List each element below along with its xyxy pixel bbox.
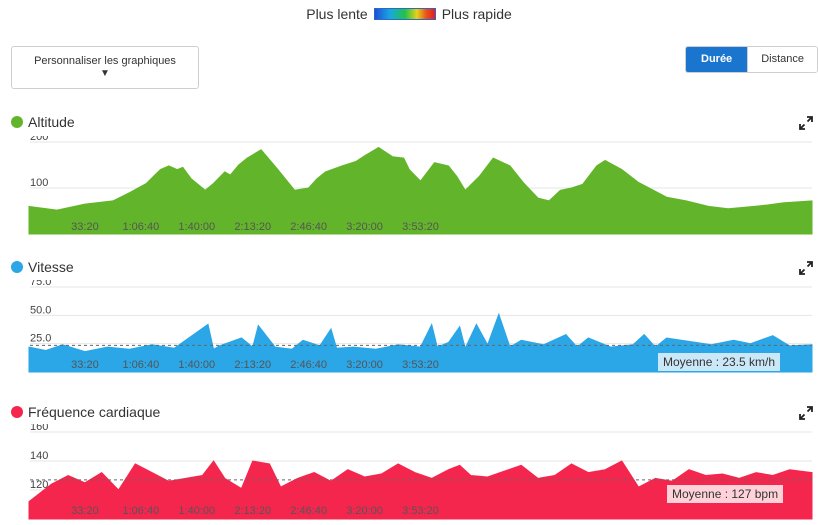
speed-color-legend: Plus lente Plus rapide [0, 4, 818, 24]
x-tick-label: 1:40:00 [178, 221, 215, 233]
speed-chart: 0.025.050.075.033:201:06:401:40:002:13:2… [0, 280, 818, 376]
altitude-dot [11, 116, 23, 128]
x-tick-label: 3:53:20 [402, 505, 439, 517]
x-tick-label: 2:46:40 [290, 221, 327, 233]
speed-average-label: Moyenne : 23.5 km/h [658, 353, 781, 371]
speed-chart-svg: 0.025.050.075.033:201:06:401:40:002:13:2… [28, 280, 813, 373]
x-tick-label: 3:20:00 [346, 359, 383, 371]
fast-label: Plus rapide [441, 6, 512, 22]
y-tick-label: 200 [30, 136, 48, 143]
heart-rate-dot [11, 406, 23, 418]
expand-icon[interactable] [799, 116, 813, 130]
heart-rate-chart-svg: 10012014016033:201:06:401:40:002:13:202:… [28, 424, 813, 520]
y-tick-label: 25.0 [30, 333, 51, 345]
expand-icon[interactable] [799, 261, 813, 275]
x-tick-label: 2:13:20 [234, 505, 271, 517]
speed-title: Vitesse [11, 259, 74, 275]
expand-icon[interactable] [799, 406, 813, 420]
x-tick-label: 3:53:20 [402, 221, 439, 233]
y-tick-label: 50.0 [30, 304, 51, 316]
chevron-down-icon: ▼ [100, 68, 110, 79]
speed-dot [11, 261, 23, 273]
series-area [28, 146, 813, 235]
heart-rate-chart: 10012014016033:201:06:401:40:002:13:202:… [0, 424, 818, 525]
x-tick-label: 1:40:00 [178, 505, 215, 517]
heart-rate-average-label: Moyenne : 127 bpm [667, 485, 784, 503]
x-tick-label: 33:20 [71, 505, 99, 517]
x-tick-label: 1:06:40 [123, 221, 160, 233]
x-tick-label: 2:46:40 [290, 505, 327, 517]
x-tick-label: 33:20 [71, 221, 99, 233]
series-area [28, 460, 813, 520]
y-tick-label: 140 [30, 450, 48, 462]
altitude-title-label: Altitude [28, 114, 75, 130]
speed-title-label: Vitesse [28, 259, 74, 275]
y-tick-label: 160 [30, 424, 48, 433]
altitude-title: Altitude [11, 114, 75, 130]
heart-rate-title-label: Fréquence cardiaque [28, 404, 161, 420]
x-tick-label: 3:53:20 [402, 359, 439, 371]
x-tick-label: 3:20:00 [346, 221, 383, 233]
heart-rate-title: Fréquence cardiaque [11, 404, 160, 420]
x-tick-label: 1:40:00 [178, 359, 215, 371]
slow-label: Plus lente [306, 6, 368, 22]
altitude-chart: 010020033:201:06:401:40:002:13:202:46:40… [0, 136, 818, 238]
y-tick-label: 75.0 [30, 280, 51, 288]
x-tick-label: 3:20:00 [346, 505, 383, 517]
series-area [28, 312, 813, 373]
customize-charts-label: Personnaliser les graphiques [34, 55, 176, 67]
altitude-chart-svg: 010020033:201:06:401:40:002:13:202:46:40… [28, 136, 813, 235]
x-tick-label: 2:13:20 [234, 221, 271, 233]
y-tick-label: 120 [30, 479, 48, 491]
speed-gradient-bar [373, 8, 436, 20]
x-tick-label: 1:06:40 [123, 359, 160, 371]
x-tick-label: 2:13:20 [234, 359, 271, 371]
toggle-distance[interactable]: Distance [747, 47, 817, 72]
toggle-duration[interactable]: Durée [686, 47, 748, 72]
x-tick-label: 2:46:40 [290, 359, 327, 371]
axis-mode-toggle: Durée Distance [685, 46, 818, 73]
x-tick-label: 1:06:40 [123, 505, 160, 517]
y-tick-label: 100 [30, 177, 48, 189]
x-tick-label: 33:20 [71, 359, 99, 371]
customize-charts-button[interactable]: Personnaliser les graphiques ▼ [11, 46, 199, 89]
